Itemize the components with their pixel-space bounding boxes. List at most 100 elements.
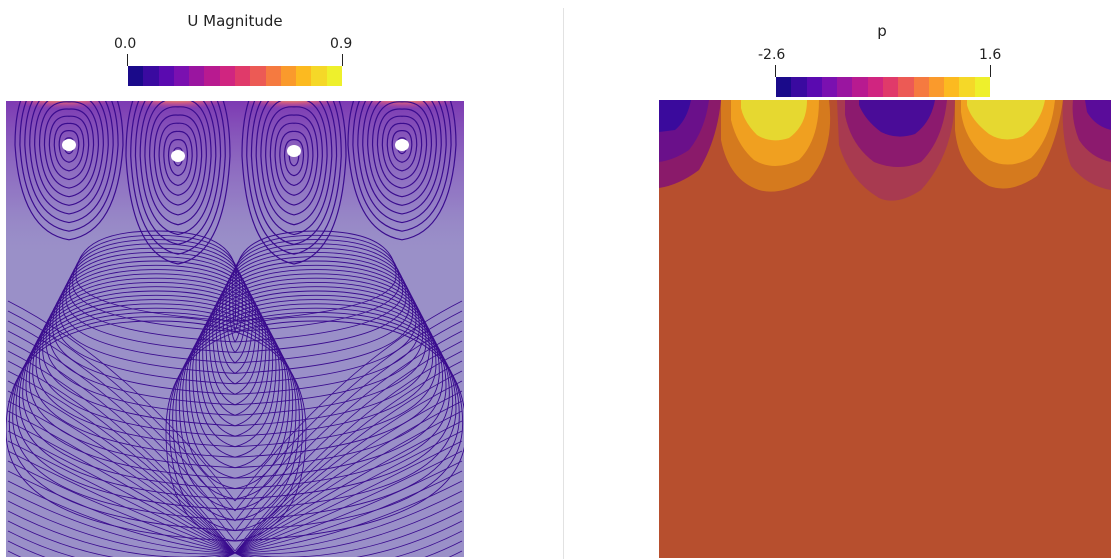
colorbar-swatch [837, 77, 853, 97]
colorbar-swatch [867, 77, 883, 97]
streamline [347, 101, 457, 241]
streamline [48, 115, 90, 181]
streamline [7, 330, 236, 532]
streamline [234, 430, 463, 554]
colorbar-max-tick [990, 65, 991, 77]
streamline [182, 299, 450, 490]
streamline [7, 530, 236, 557]
pressure-region [967, 100, 1045, 140]
streamline [234, 330, 463, 532]
streamline [225, 243, 407, 353]
streamline [8, 316, 304, 531]
streamline [144, 101, 212, 226]
streamline [25, 294, 287, 479]
streamline [234, 380, 463, 554]
pressure-render-view[interactable]: p -2.6 1.6 [565, 0, 1111, 559]
streamline [274, 122, 314, 196]
streamline [234, 540, 463, 557]
colorbar-swatch [280, 66, 297, 86]
streamline [234, 340, 463, 542]
pressure-contour-plot [659, 100, 1111, 558]
streamline [7, 350, 236, 552]
colorbar-swatch [326, 66, 342, 86]
streamline [158, 122, 198, 196]
streamline [7, 460, 236, 554]
streamline [163, 130, 193, 187]
streamline [7, 540, 236, 557]
streamline [234, 480, 463, 554]
streamline [7, 410, 236, 554]
colorbar-swatch [898, 77, 914, 97]
streamline [7, 390, 236, 554]
vortex-core [287, 145, 301, 157]
colorbar-min-tick [775, 65, 776, 77]
streamline [165, 320, 464, 542]
colorbar-swatch [882, 77, 899, 97]
pressure-region [1085, 100, 1111, 130]
pressure-region [859, 100, 935, 137]
colorbar-swatch [204, 66, 220, 86]
streamline [7, 490, 236, 554]
colorbar-swatch [852, 77, 868, 97]
colorbar-swatch [311, 66, 327, 86]
colorbar-swatch [974, 77, 990, 97]
streamline [7, 400, 236, 554]
streamline [153, 114, 203, 206]
streamline [188, 290, 444, 469]
streamline [218, 251, 414, 374]
pressure-region [741, 100, 807, 141]
streamline [43, 108, 95, 189]
streamline [376, 108, 428, 189]
streamline [205, 269, 427, 416]
colorbar-swatch [189, 66, 205, 86]
streamline [7, 320, 236, 522]
streamline [195, 281, 437, 448]
streamline [134, 101, 222, 245]
streamline [14, 101, 124, 241]
colorbar-min-tick [127, 54, 128, 66]
colorbar [128, 66, 342, 86]
streamline [22, 299, 290, 490]
colorbar [776, 77, 990, 97]
velocity-render-view[interactable]: U Magnitude 0.0 0.9 [0, 0, 563, 559]
streamline [125, 101, 231, 265]
streamline [234, 440, 463, 554]
streamline [234, 370, 463, 554]
streamline [7, 520, 236, 557]
streamline [65, 243, 247, 353]
colorbar-swatch [158, 66, 174, 86]
streamline [32, 286, 280, 458]
colorbar-swatch [173, 66, 190, 86]
streamline [234, 360, 463, 554]
streamline [42, 273, 270, 427]
streamline [381, 115, 423, 181]
colorbar-max-label: 1.6 [979, 47, 1002, 63]
streamline [7, 430, 236, 554]
streamlines [6, 101, 464, 557]
streamline [279, 130, 309, 187]
streamline [198, 277, 434, 437]
streamline [168, 316, 464, 531]
streamline [7, 440, 236, 554]
streamline [48, 264, 264, 406]
colorbar-swatch [928, 77, 945, 97]
streamline [7, 360, 236, 554]
colorbar-swatch [776, 77, 792, 97]
colorbar-swatch [250, 66, 266, 86]
streamline [234, 470, 463, 554]
colorbar-swatch [219, 66, 235, 86]
streamline-plot [6, 101, 464, 557]
streamline [38, 101, 100, 198]
streamline [234, 510, 463, 557]
streamline [234, 450, 463, 554]
streamline [260, 101, 328, 226]
colorbar-swatch [143, 66, 159, 86]
streamline [391, 130, 413, 163]
colorbar-swatch [128, 66, 144, 86]
colorbar-swatch [791, 77, 807, 97]
vortex-cores [62, 139, 409, 162]
streamline [234, 530, 463, 557]
colorbar-min-label: -2.6 [758, 47, 786, 63]
streamline [24, 101, 114, 224]
streamline [362, 101, 442, 215]
